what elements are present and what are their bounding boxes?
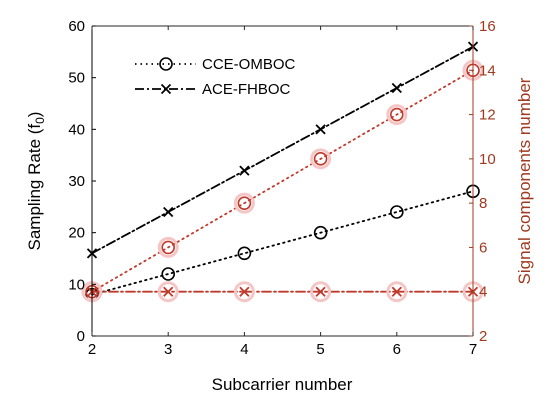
left-y-tick-label: 10 [68, 276, 85, 293]
series-3-point [163, 286, 174, 297]
legend-label: CCE-OMBOC [202, 56, 296, 73]
series-1 [86, 41, 479, 259]
series-3-point [391, 286, 402, 297]
x-tick-label: 7 [469, 341, 477, 358]
left-axis-label: Sampling Rate (f0) [25, 112, 47, 251]
axes-layer: 2 3 4 5 6 7 0 10 20 30 40 50 60 2 4 6 8 10 12 14 16 [68, 18, 495, 358]
series-3-point-halo [310, 281, 332, 303]
right-y-tick-label: 6 [479, 239, 487, 256]
series-2-point-halo [157, 236, 179, 258]
left-y-tick-label: 50 [68, 70, 85, 87]
series-2-point [313, 152, 328, 166]
legend: CCE-OMBOC ACE-FHBOC [135, 56, 296, 98]
right-y-tick-label: 2 [479, 328, 487, 345]
series-0-point [389, 205, 404, 219]
series-1-point [391, 82, 402, 94]
left-y-tick-label: 20 [68, 225, 85, 242]
series-0-point [161, 267, 175, 281]
series-2-line [91, 69, 474, 293]
series-2-point [237, 196, 252, 210]
series-3-point-halo [233, 281, 255, 303]
right-y-tick-label: 12 [479, 107, 496, 124]
right-axis-label: Signal components number [515, 77, 534, 284]
left-y-tick-label: 40 [68, 121, 85, 138]
right-y-tick-label: 8 [479, 195, 487, 212]
series-0-point [313, 225, 328, 240]
legend-marker [159, 57, 173, 71]
series-2-point-halo [310, 148, 332, 170]
x-tick-label: 5 [316, 341, 324, 358]
x-axis-label: Subcarrier number [212, 375, 353, 394]
series-0-point [237, 246, 252, 261]
series-3-point-halo [157, 281, 179, 303]
series-1-line [91, 45, 474, 255]
x-tick-label: 2 [88, 341, 96, 358]
legend-item: ACE-FHBOC [135, 81, 291, 98]
series-2-point [389, 107, 404, 122]
x-tick-label: 4 [240, 341, 248, 358]
series-3-point-halo [386, 281, 408, 303]
left-y-tick-label: 30 [68, 173, 85, 190]
series-2-point-halo [233, 192, 255, 214]
left-axis-label-subscript: 0 [33, 117, 47, 124]
series-0-line [91, 190, 474, 296]
legend-label: ACE-FHBOC [202, 81, 291, 98]
series-1-point [163, 206, 174, 218]
left-y-tick-label: 0 [77, 328, 85, 345]
x-tick-label: 3 [164, 341, 172, 358]
left-y-tick-label: 60 [68, 18, 85, 35]
right-y-tick-label: 16 [479, 18, 496, 35]
series-3-point [315, 286, 326, 297]
series-2-point-halo [386, 104, 408, 126]
series-3-point [239, 286, 250, 297]
right-y-tick-label: 4 [479, 284, 487, 301]
right-y-tick-label: 14 [479, 62, 496, 79]
series-2-point [161, 240, 175, 255]
x-tick-label: 6 [393, 341, 401, 358]
legend-item: CCE-OMBOC [135, 56, 296, 73]
series-1-point [315, 124, 326, 135]
legend-marker [160, 83, 172, 95]
series-1-point [239, 165, 250, 176]
right-y-tick-label: 10 [479, 151, 496, 168]
